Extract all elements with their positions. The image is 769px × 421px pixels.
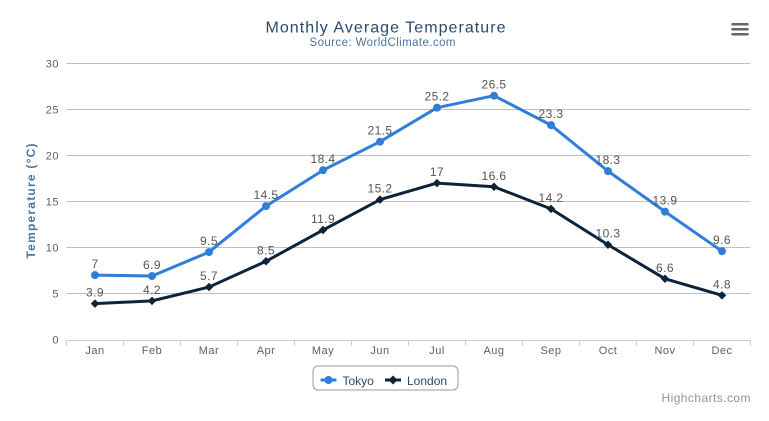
- svg-text:25.2: 25.2: [425, 90, 450, 104]
- svg-text:30: 30: [46, 59, 59, 71]
- svg-text:8.5: 8.5: [257, 243, 275, 257]
- svg-text:15.2: 15.2: [368, 182, 393, 196]
- svg-text:Jul: Jul: [429, 345, 445, 357]
- svg-text:Oct: Oct: [599, 345, 618, 357]
- svg-text:16.6: 16.6: [482, 169, 507, 183]
- svg-text:May: May: [312, 345, 334, 357]
- svg-text:10: 10: [46, 243, 59, 255]
- svg-text:6.6: 6.6: [656, 261, 674, 275]
- svg-text:Tokyo: Tokyo: [343, 374, 375, 388]
- svg-text:17: 17: [430, 165, 444, 179]
- svg-text:4.8: 4.8: [713, 277, 731, 291]
- svg-text:5.7: 5.7: [200, 269, 218, 283]
- svg-text:15: 15: [46, 197, 59, 209]
- svg-text:13.9: 13.9: [653, 194, 678, 208]
- svg-text:Sep: Sep: [540, 345, 561, 357]
- svg-text:7: 7: [91, 257, 98, 271]
- svg-text:14.5: 14.5: [254, 188, 279, 202]
- svg-text:18.4: 18.4: [311, 152, 336, 166]
- svg-text:Mar: Mar: [199, 345, 219, 357]
- svg-text:18.3: 18.3: [596, 153, 621, 167]
- svg-text:20: 20: [46, 151, 59, 163]
- svg-text:Source: WorldClimate.com: Source: WorldClimate.com: [310, 37, 456, 49]
- svg-text:21.5: 21.5: [368, 124, 393, 138]
- svg-text:25: 25: [46, 105, 59, 117]
- svg-text:London: London: [407, 374, 447, 388]
- svg-text:10.3: 10.3: [596, 227, 621, 241]
- svg-text:Temperature (°C): Temperature (°C): [24, 144, 38, 259]
- svg-text:Apr: Apr: [257, 345, 276, 357]
- svg-text:Jan: Jan: [85, 345, 104, 357]
- svg-text:0: 0: [52, 335, 59, 347]
- svg-text:9.6: 9.6: [713, 233, 731, 247]
- svg-text:9.5: 9.5: [200, 234, 218, 248]
- svg-text:Feb: Feb: [142, 345, 162, 357]
- svg-text:Highcharts.com: Highcharts.com: [662, 391, 751, 405]
- svg-text:11.9: 11.9: [311, 212, 335, 226]
- svg-text:4.2: 4.2: [143, 283, 161, 297]
- svg-text:6.9: 6.9: [143, 258, 161, 272]
- svg-text:5: 5: [52, 289, 59, 301]
- svg-text:23.3: 23.3: [539, 107, 564, 121]
- svg-text:Monthly Average Temperature: Monthly Average Temperature: [266, 20, 506, 37]
- svg-text:Dec: Dec: [711, 345, 732, 357]
- svg-text:3.9: 3.9: [86, 286, 104, 300]
- svg-text:Nov: Nov: [654, 345, 675, 357]
- svg-text:Aug: Aug: [483, 345, 504, 357]
- svg-text:26.5: 26.5: [482, 78, 507, 92]
- svg-text:14.2: 14.2: [539, 191, 564, 205]
- svg-text:Jun: Jun: [370, 345, 389, 357]
